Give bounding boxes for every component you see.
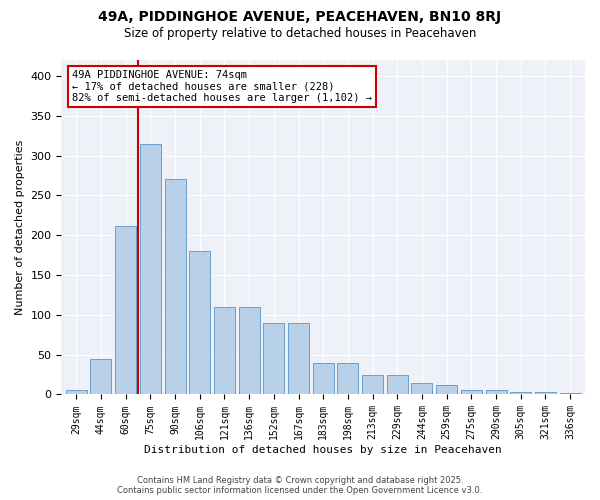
Bar	[560, 393, 581, 394]
Text: Contains HM Land Registry data © Crown copyright and database right 2025.
Contai: Contains HM Land Registry data © Crown c…	[118, 476, 482, 495]
Bar	[412, 382, 433, 394]
Bar	[387, 374, 408, 394]
Bar	[337, 362, 358, 394]
Bar	[214, 307, 235, 394]
Bar	[535, 392, 556, 394]
Bar	[510, 392, 531, 394]
Bar	[189, 251, 210, 394]
Text: 49A, PIDDINGHOE AVENUE, PEACEHAVEN, BN10 8RJ: 49A, PIDDINGHOE AVENUE, PEACEHAVEN, BN10…	[98, 10, 502, 24]
Bar	[66, 390, 87, 394]
Bar	[436, 385, 457, 394]
Bar	[263, 323, 284, 394]
Bar	[239, 307, 260, 394]
Bar	[164, 180, 185, 394]
Bar	[485, 390, 506, 394]
Bar	[313, 362, 334, 394]
Bar	[140, 144, 161, 394]
Bar	[115, 226, 136, 394]
Bar	[461, 390, 482, 394]
X-axis label: Distribution of detached houses by size in Peacehaven: Distribution of detached houses by size …	[145, 445, 502, 455]
Text: 49A PIDDINGHOE AVENUE: 74sqm
← 17% of detached houses are smaller (228)
82% of s: 49A PIDDINGHOE AVENUE: 74sqm ← 17% of de…	[72, 70, 372, 103]
Bar	[91, 358, 112, 394]
Text: Size of property relative to detached houses in Peacehaven: Size of property relative to detached ho…	[124, 28, 476, 40]
Bar	[288, 323, 309, 394]
Bar	[362, 374, 383, 394]
Y-axis label: Number of detached properties: Number of detached properties	[15, 140, 25, 315]
